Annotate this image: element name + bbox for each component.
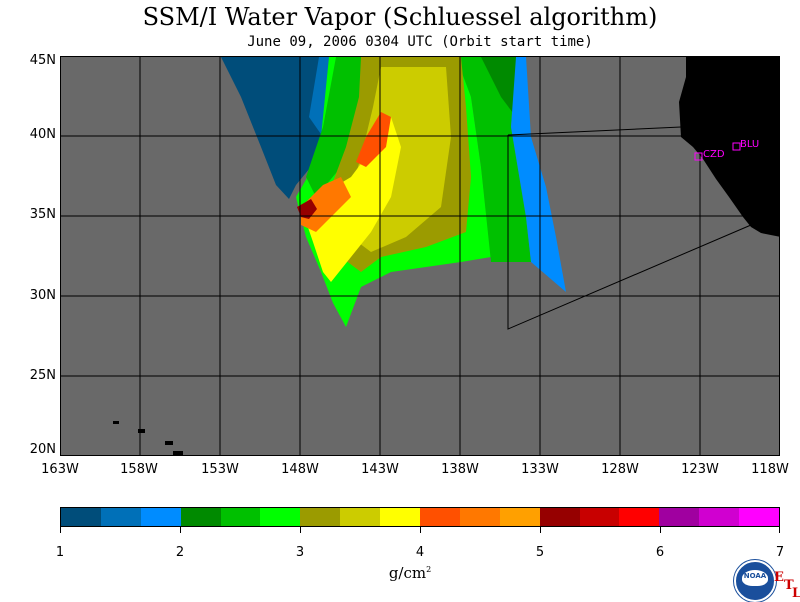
chart-title: SSM/I Water Vapor (Schluessel algorithm) bbox=[142, 3, 658, 31]
station-blu-marker bbox=[732, 142, 741, 151]
etl-letter-t: T bbox=[784, 578, 794, 593]
island-kauai bbox=[113, 421, 119, 424]
colorbar-tick bbox=[420, 527, 421, 533]
colorbar-swatch bbox=[539, 508, 580, 526]
colorbar-swatch bbox=[619, 508, 660, 526]
colorbar-label-3: 3 bbox=[295, 545, 305, 560]
colorbar-swatch bbox=[699, 508, 740, 526]
lon-label-118w: 118W bbox=[751, 462, 789, 477]
island-hawaii bbox=[173, 451, 183, 455]
colorbar-swatch bbox=[140, 508, 181, 526]
lon-label-133w: 133W bbox=[521, 462, 559, 477]
colorbar-swatch bbox=[61, 508, 101, 526]
land-mass bbox=[679, 57, 779, 237]
colorbar-tick bbox=[60, 527, 61, 533]
gridlines bbox=[61, 57, 779, 455]
colorbar-label-7: 7 bbox=[775, 545, 785, 560]
colorbar-label-1: 1 bbox=[55, 545, 65, 560]
unit-superscript: 2 bbox=[426, 565, 432, 574]
swath-yellow bbox=[301, 117, 401, 282]
colorbar-tick bbox=[660, 527, 661, 533]
domain-outline bbox=[507, 126, 682, 136]
etl-letter-e: E bbox=[774, 570, 784, 585]
colorbar-swatch bbox=[220, 508, 261, 526]
lon-label-148w: 148W bbox=[281, 462, 319, 477]
colorbar-swatch bbox=[300, 508, 341, 526]
noaa-logo-bird bbox=[742, 570, 768, 586]
colorbar-swatch bbox=[739, 508, 780, 526]
unit-text: g/cm bbox=[388, 564, 427, 582]
station-czd-marker bbox=[694, 152, 703, 161]
colorbar-swatch bbox=[579, 508, 620, 526]
colorbar-swatch bbox=[499, 508, 540, 526]
swath-blue-east bbox=[511, 57, 566, 292]
lon-label-158w: 158W bbox=[120, 462, 158, 477]
lon-label-153w: 153W bbox=[201, 462, 239, 477]
lat-label-30n: 30N bbox=[29, 288, 56, 303]
island-maui bbox=[165, 441, 173, 445]
lon-label-123w: 123W bbox=[681, 462, 719, 477]
colorbar-swatch bbox=[380, 508, 421, 526]
colorbar-label-2: 2 bbox=[175, 545, 185, 560]
colorbar-swatch bbox=[340, 508, 381, 526]
colorbar-tick bbox=[300, 527, 301, 533]
station-czd-label: CZD bbox=[703, 149, 725, 160]
lat-label-40n: 40N bbox=[29, 127, 56, 142]
lat-label-25n: 25N bbox=[29, 368, 56, 383]
domain-outline-west bbox=[507, 135, 752, 330]
etl-letter-l: L bbox=[792, 586, 800, 601]
colorbar-unit: g/cm2 bbox=[380, 562, 440, 581]
colorbar-swatch bbox=[260, 508, 301, 526]
map-svg: CZD BLU bbox=[61, 57, 779, 455]
lat-label-35n: 35N bbox=[29, 207, 56, 222]
lon-label-128w: 128W bbox=[601, 462, 639, 477]
lon-label-138w: 138W bbox=[441, 462, 479, 477]
swath-dark-red bbox=[297, 199, 317, 219]
swath-orange bbox=[301, 177, 351, 232]
colorbar-label-5: 5 bbox=[535, 545, 545, 560]
noaa-logo: NOAA bbox=[734, 560, 776, 602]
swath-green-dark bbox=[481, 57, 521, 117]
colorbar-tick bbox=[180, 527, 181, 533]
chart-subtitle: June 09, 2006 0304 UTC (Orbit start time… bbox=[247, 34, 593, 50]
lat-label-20n: 20N bbox=[29, 442, 56, 457]
station-blu-label: BLU bbox=[740, 139, 759, 150]
lat-label-45n: 45N bbox=[29, 53, 56, 68]
colorbar bbox=[60, 507, 780, 527]
colorbar-label-6: 6 bbox=[655, 545, 665, 560]
colorbar-swatch bbox=[100, 508, 141, 526]
colorbar-tick bbox=[540, 527, 541, 533]
colorbar-swatch bbox=[659, 508, 700, 526]
colorbar-swatch bbox=[420, 508, 460, 526]
swath-dark-blue bbox=[221, 57, 329, 199]
colorbar-tick bbox=[779, 527, 780, 533]
colorbar-swatch bbox=[180, 508, 221, 526]
lon-label-163w: 163W bbox=[41, 462, 79, 477]
colorbar-swatch bbox=[459, 508, 500, 526]
island-oahu bbox=[138, 429, 145, 433]
swath-orange-north bbox=[356, 112, 391, 167]
water-vapor-map: CZD BLU bbox=[60, 56, 780, 456]
lon-label-143w: 143W bbox=[361, 462, 399, 477]
colorbar-label-4: 4 bbox=[415, 545, 425, 560]
noaa-logo-text: NOAA bbox=[743, 572, 767, 580]
